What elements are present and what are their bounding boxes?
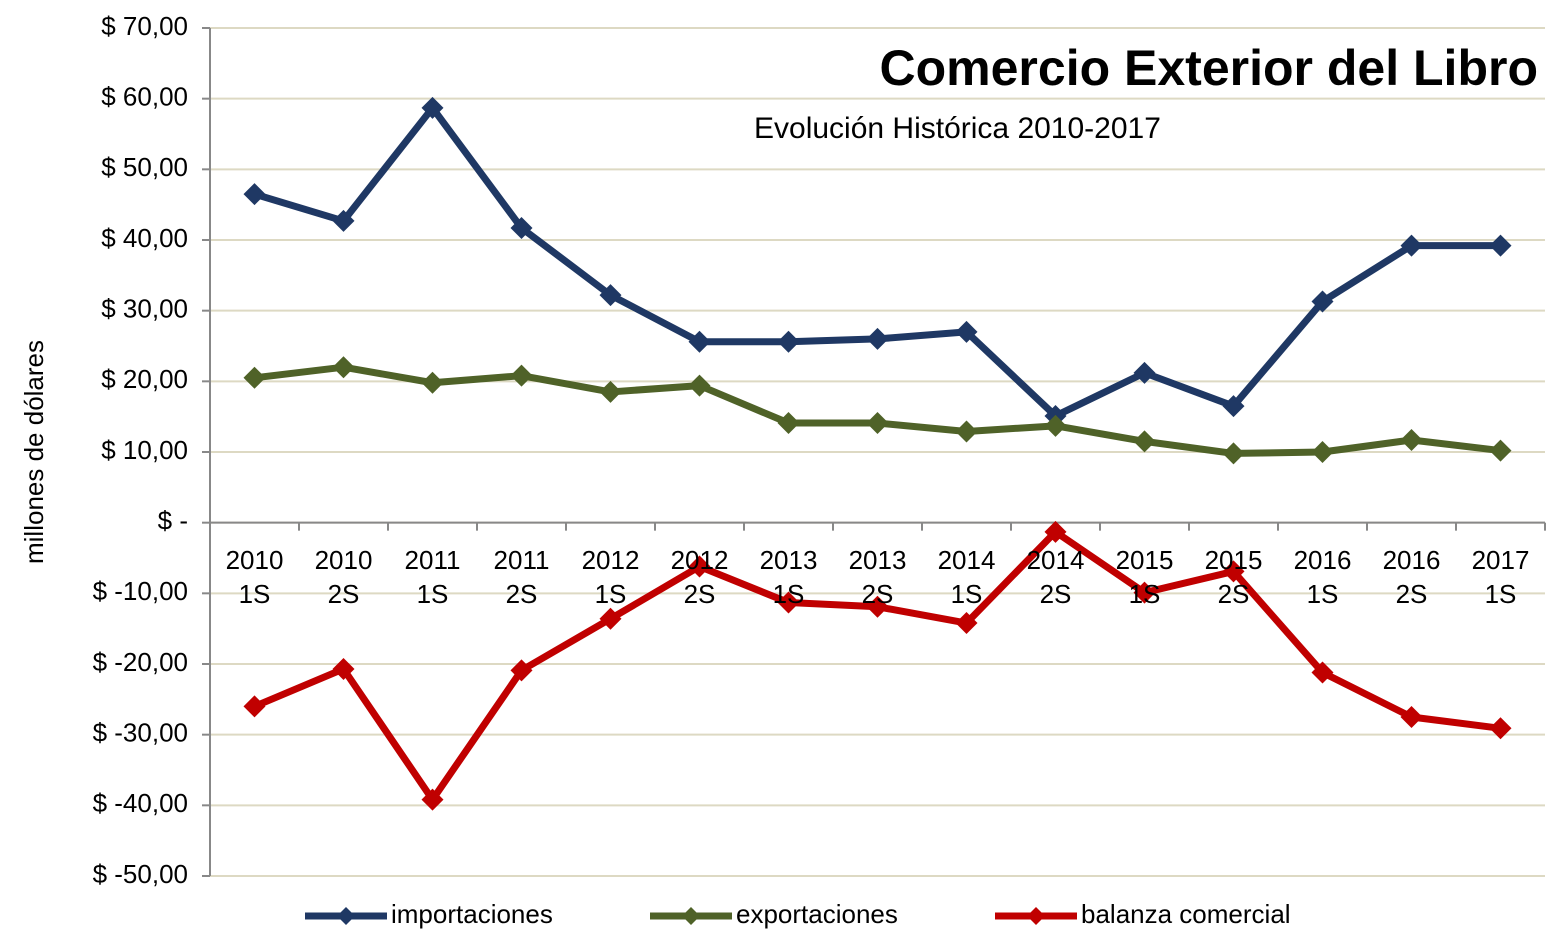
point-marker (1222, 560, 1245, 583)
point-marker (1044, 520, 1067, 543)
x-tick-label: 2013 1S (759, 544, 818, 609)
legend-label: exportaciones (736, 899, 898, 929)
series-line (253, 104, 1501, 420)
point-marker (1489, 717, 1512, 740)
x-tick-label: 2017 1S (1471, 544, 1530, 609)
point-marker (955, 320, 978, 343)
point-marker (777, 330, 800, 353)
y-tick-label: $ 60,00 (101, 82, 188, 112)
y-tick-label: $ 30,00 (101, 294, 188, 324)
y-tick-label: $ -40,00 (93, 788, 188, 818)
x-tick-label: 2013 2S (848, 544, 907, 609)
point-marker (1222, 442, 1245, 465)
legend-marker (1027, 907, 1045, 925)
point-marker (1133, 361, 1156, 384)
point-marker (599, 607, 622, 630)
point-marker (866, 595, 889, 618)
point-marker (688, 374, 711, 397)
x-tick-label: 2012 2S (670, 544, 729, 609)
point-marker (1311, 661, 1334, 684)
legend-marker (682, 907, 700, 925)
point-marker (243, 366, 266, 389)
point-marker (332, 657, 355, 680)
point-marker (1133, 430, 1156, 453)
y-tick-label: $ 20,00 (101, 364, 188, 394)
x-tick-label: 2011 2S (493, 544, 550, 609)
x-tick-label: 2014 1S (937, 544, 996, 609)
point-marker (866, 327, 889, 350)
point-marker (599, 284, 622, 307)
y-tick-label: $ 40,00 (101, 223, 188, 253)
point-marker (777, 591, 800, 614)
point-marker (421, 371, 444, 394)
point-marker (1044, 414, 1067, 437)
x-tick-label: 2011 1S (404, 544, 461, 609)
series-line (254, 363, 1501, 457)
x-tick-label: 2015 2S (1204, 544, 1263, 609)
point-marker (1489, 439, 1512, 462)
x-tick-label: 2015 1S (1115, 544, 1174, 609)
point-marker (421, 96, 444, 119)
point-marker (243, 695, 266, 718)
point-marker (688, 330, 711, 353)
chart-subtitle: Evolución Histórica 2010-2017 (754, 112, 1161, 145)
point-marker (510, 659, 533, 682)
point-marker (1400, 234, 1423, 257)
point-marker (332, 209, 355, 232)
point-marker (1400, 428, 1423, 451)
point-marker (1489, 234, 1512, 257)
legend-label: balanza comercial (1081, 899, 1291, 929)
point-marker (599, 380, 622, 403)
point-marker (1400, 706, 1423, 728)
x-tick-label: 2010 2S (314, 544, 373, 609)
x-tick-label: 2010 1S (225, 544, 284, 609)
point-marker (1222, 395, 1245, 418)
point-marker (421, 788, 444, 811)
legend-marker (337, 907, 355, 925)
y-tick-label: $ 10,00 (101, 435, 188, 465)
point-marker (955, 420, 978, 443)
point-marker (1311, 290, 1334, 313)
x-tick-label: 2016 2S (1382, 544, 1441, 609)
y-tick-label: $ -20,00 (93, 647, 188, 677)
y-tick-label: $ 70,00 (101, 11, 188, 41)
point-marker (955, 612, 978, 635)
legend-label: importaciones (391, 899, 553, 929)
y-tick-label: $ -10,00 (93, 576, 188, 606)
point-marker (777, 412, 800, 435)
point-marker (510, 364, 533, 387)
x-tick-label: 2014 2S (1026, 544, 1085, 609)
point-marker (510, 216, 533, 239)
point-marker (1311, 441, 1334, 463)
y-tick-label: $ - (158, 506, 188, 536)
y-tick-label: $ -50,00 (93, 859, 188, 889)
x-tick-label: 2012 1S (581, 544, 640, 609)
chart-title: Comercio Exterior del Libro (880, 40, 1538, 96)
point-marker (243, 183, 266, 206)
point-marker (688, 555, 711, 578)
x-tick-label: 2016 1S (1293, 544, 1352, 609)
y-tick-label: $ -30,00 (93, 718, 188, 748)
point-marker (866, 412, 889, 435)
point-marker (1133, 581, 1156, 604)
y-tick-label: $ 50,00 (101, 152, 188, 182)
point-marker (332, 356, 355, 379)
y-axis-label: millones de dólares (19, 340, 49, 564)
